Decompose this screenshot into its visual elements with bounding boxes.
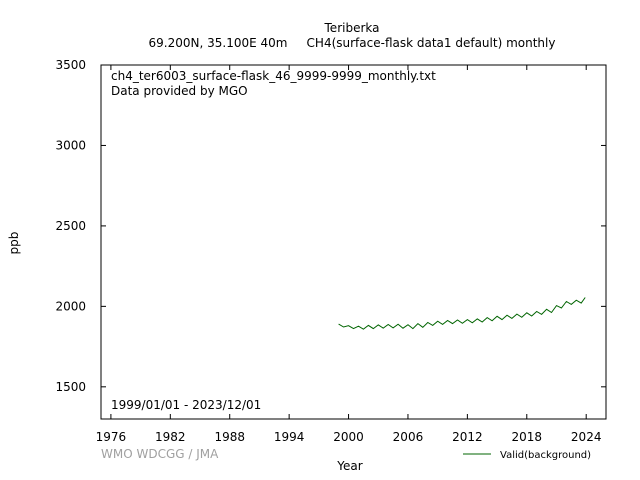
period-label: 1999/01/01 - 2023/12/01 [111,398,261,412]
x-tick-label: 2000 [333,430,364,444]
y-tick-label: 2500 [55,219,86,233]
legend-label: Valid(background) [500,450,591,461]
series-line [338,297,586,330]
y-tick-label: 3000 [55,138,86,152]
credit-label: WMO WDCGG / JMA [101,447,219,461]
legend: Valid(background) [463,450,591,461]
series-layer [338,297,586,330]
x-tick-label: 1982 [155,430,186,444]
file-label: ch4_ter6003_surface-flask_46_9999-9999_m… [111,69,436,83]
y-tick-label: 2000 [55,299,86,313]
x-tick-label: 1976 [96,430,127,444]
chart-title: Teriberka [324,21,380,35]
y-tick-label: 1500 [55,380,86,394]
x-tick-label: 1988 [214,430,245,444]
y-axis-label: ppb [7,232,21,255]
x-tick-label: 2006 [393,430,424,444]
plot-frame [100,64,607,420]
x-axis-label: Year [336,459,362,473]
x-axis: 1976 1982 1988 1994 2000 2006 2012 2018 2024 [96,65,602,444]
provider-label: Data provided by MGO [111,84,248,98]
y-tick-label: 3500 [55,58,86,72]
chart-subtitle: 69.200N, 35.100E 40m CH4(surface-flask d… [149,36,556,50]
y-axis: 1500 2000 2500 3000 3500 [55,58,606,394]
x-tick-label: 2024 [571,430,602,444]
x-tick-label: 2018 [512,430,543,444]
x-tick-label: 1994 [274,430,305,444]
x-tick-label: 2012 [452,430,483,444]
